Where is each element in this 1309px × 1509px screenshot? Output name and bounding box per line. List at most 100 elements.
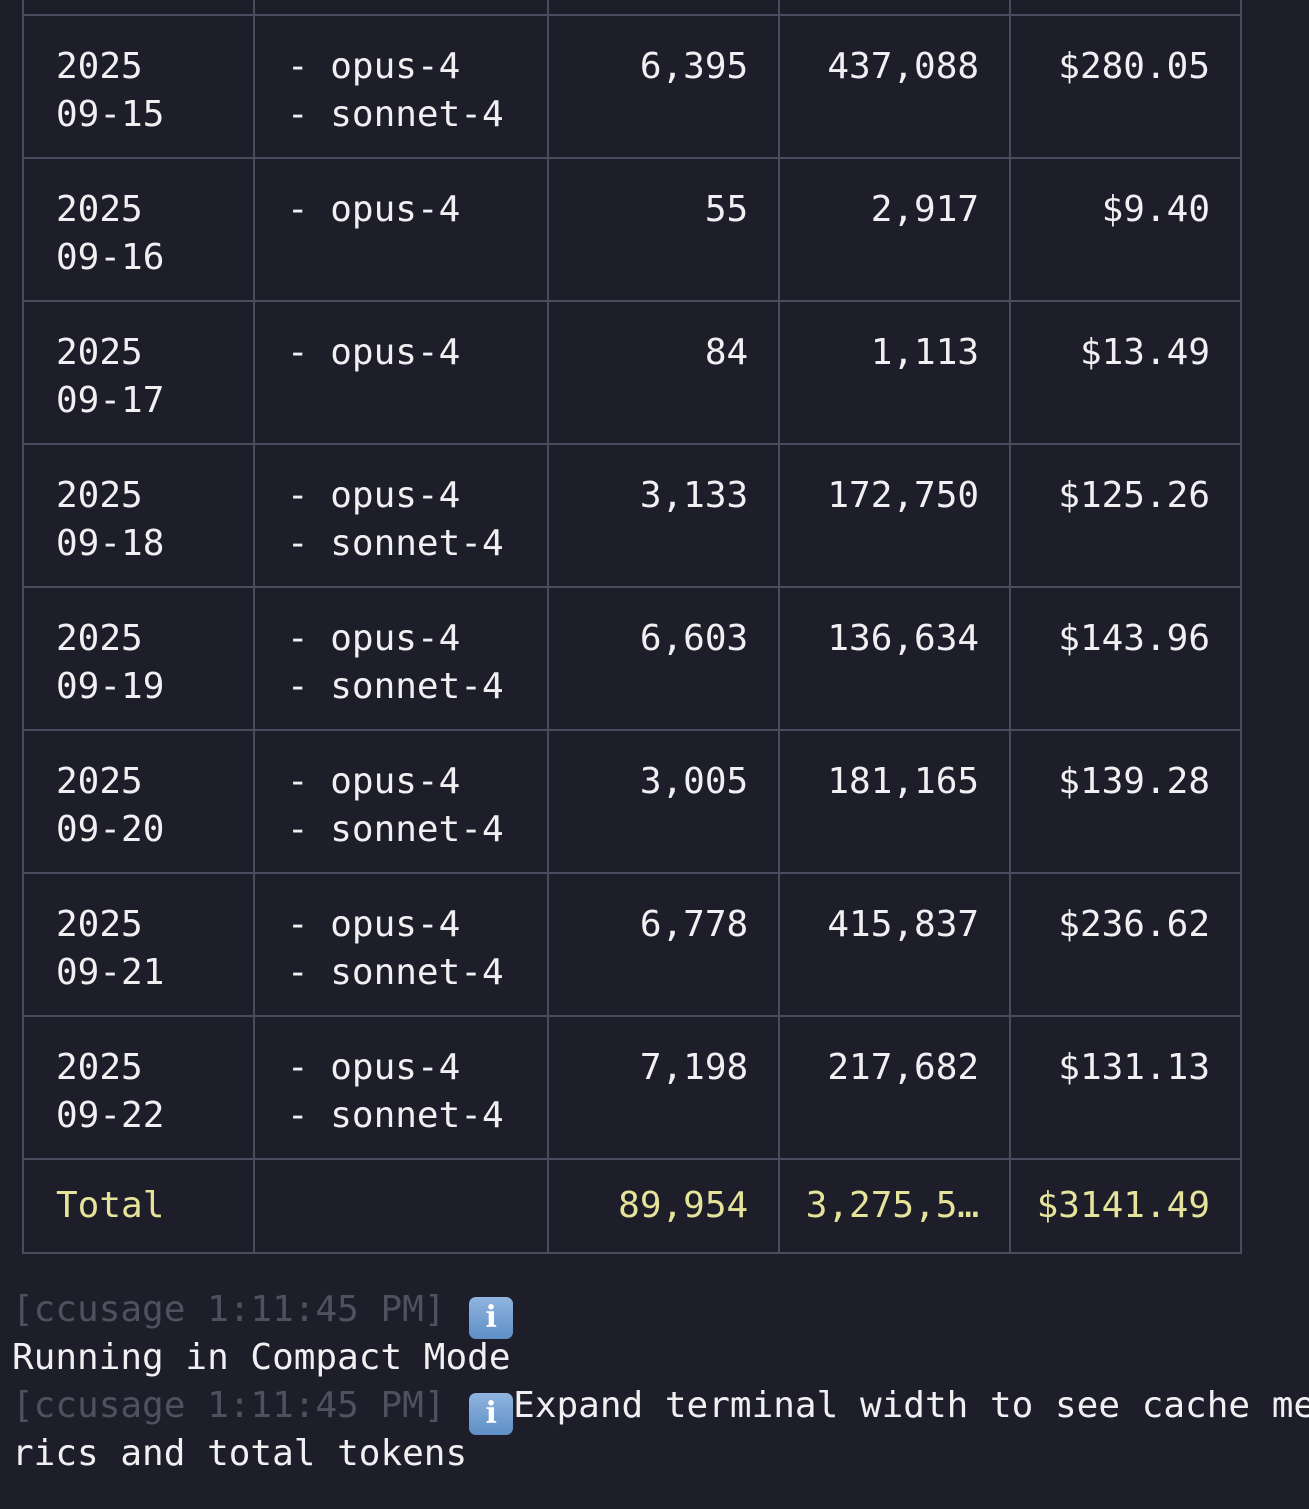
models-cell: - opus-4 - sonnet-4	[252, 1015, 550, 1160]
input-tokens: 55	[704, 189, 749, 230]
input-tokens: 6,603	[639, 618, 749, 659]
usage-table-body: 2025 09-15 - opus-4 - sonnet-4 6,395 437,088 $…	[22, 0, 1242, 1254]
input-tokens-cell: 6,395	[547, 14, 781, 159]
cost-cell: $131.13	[1009, 1015, 1242, 1160]
table-row: 2025 09-20 - opus-4 - sonnet-4 3,005 181,165 $…	[22, 729, 1242, 874]
date-year: 2025	[56, 618, 143, 659]
model-name: - sonnet-4	[286, 952, 504, 993]
output-tokens: 172,750	[827, 475, 980, 516]
model-name: - sonnet-4	[286, 809, 504, 850]
date-day: 09-22	[56, 1095, 165, 1136]
date-cell: 2025 09-16	[22, 157, 255, 302]
total-input-tokens: 89,954	[618, 1185, 749, 1226]
models-cell: - opus-4 - sonnet-4	[252, 14, 550, 159]
input-tokens-cell: 84	[547, 300, 781, 445]
log-output: [ccusage 1:11:45 PM] i Running in Compac…	[12, 1286, 1309, 1478]
usage-table: 2025 09-15 - opus-4 - sonnet-4 6,395 437,088 $…	[22, 0, 1242, 1254]
log-line-4: rics and total tokens	[12, 1433, 468, 1474]
table-row: 2025 09-15 - opus-4 - sonnet-4 6,395 437,088 $…	[22, 14, 1242, 159]
date-day: 09-20	[56, 809, 165, 850]
input-tokens-cell: 7,198	[547, 1015, 781, 1160]
models-cell: - opus-4	[252, 300, 550, 445]
date-cell: 2025 09-17	[22, 300, 255, 445]
model-name: - opus-4	[286, 475, 461, 516]
input-tokens: 3,133	[639, 475, 749, 516]
date-cell: 2025 09-15	[22, 14, 255, 159]
input-tokens-cell: 55	[547, 157, 781, 302]
date-day: 09-17	[56, 380, 165, 421]
log-line-2: Running in Compact Mode	[12, 1337, 511, 1378]
cost-cell: $236.62	[1009, 872, 1242, 1017]
total-label: Total	[56, 1185, 165, 1226]
date-cell: 2025 09-19	[22, 586, 255, 731]
model-name: - sonnet-4	[286, 94, 504, 135]
output-tokens: 415,837	[827, 904, 980, 945]
date-day: 09-19	[56, 666, 165, 707]
output-tokens-cell: 415,837	[778, 872, 1012, 1017]
model-name: - opus-4	[286, 618, 461, 659]
date-year: 2025	[56, 761, 143, 802]
total-row: Total 89,954 3,275,5… $3141.49	[22, 1158, 1242, 1254]
table-row: 2025 09-17 - opus-4 84 1,113 $13.49	[22, 300, 1242, 445]
output-tokens: 217,682	[827, 1047, 980, 1088]
output-tokens-cell: 172,750	[778, 443, 1012, 588]
cost-value: $13.49	[1079, 332, 1210, 373]
log-line-3: [ccusage 1:11:45 PM] i Expand terminal wi…	[12, 1382, 1309, 1435]
total-output-tokens: 3,275,5…	[805, 1185, 980, 1226]
output-tokens-cell: 136,634	[778, 586, 1012, 731]
cost-value: $9.40	[1101, 189, 1210, 230]
total-input-cell: 89,954	[547, 1158, 781, 1254]
models-cell: - opus-4	[252, 157, 550, 302]
cost-value: $139.28	[1058, 761, 1210, 802]
input-tokens: 84	[704, 332, 749, 373]
date-cell: 2025 09-18	[22, 443, 255, 588]
model-name: - opus-4	[286, 1047, 461, 1088]
input-tokens: 7,198	[639, 1047, 749, 1088]
cost-value: $236.62	[1058, 904, 1210, 945]
table-top-edge	[22, 0, 1242, 16]
model-name: - sonnet-4	[286, 523, 504, 564]
output-tokens: 181,165	[827, 761, 980, 802]
input-tokens-cell: 6,603	[547, 586, 781, 731]
input-tokens-cell: 6,778	[547, 872, 781, 1017]
total-cost: $3141.49	[1036, 1185, 1210, 1226]
table-row: 2025 09-18 - opus-4 - sonnet-4 3,133 172,750 $…	[22, 443, 1242, 588]
date-year: 2025	[56, 332, 143, 373]
date-day: 09-15	[56, 94, 165, 135]
table-row: 2025 09-16 - opus-4 55 2,917 $9.40	[22, 157, 1242, 302]
info-icon: i	[469, 1297, 514, 1339]
table-row: 2025 09-22 - opus-4 - sonnet-4 7,198 217,682 $…	[22, 1015, 1242, 1160]
input-tokens-cell: 3,005	[547, 729, 781, 874]
models-cell: - opus-4 - sonnet-4	[252, 586, 550, 731]
output-tokens: 1,113	[870, 332, 980, 373]
total-output-cell: 3,275,5…	[778, 1158, 1012, 1254]
models-cell: - opus-4 - sonnet-4	[252, 729, 550, 874]
total-cost-cell: $3141.49	[1009, 1158, 1242, 1254]
cost-cell: $9.40	[1009, 157, 1242, 302]
input-tokens: 6,778	[639, 904, 749, 945]
model-name: - opus-4	[286, 189, 461, 230]
log-timestamp-prefix: [ccusage 1:11:45 PM]	[12, 1289, 468, 1330]
model-name: - opus-4	[286, 332, 461, 373]
date-cell: 2025 09-21	[22, 872, 255, 1017]
date-year: 2025	[56, 475, 143, 516]
output-tokens-cell: 181,165	[778, 729, 1012, 874]
date-day: 09-16	[56, 237, 165, 278]
date-cell: 2025 09-20	[22, 729, 255, 874]
date-year: 2025	[56, 904, 143, 945]
date-year: 2025	[56, 1047, 143, 1088]
log-timestamp-prefix: [ccusage 1:11:45 PM]	[12, 1385, 468, 1426]
model-name: - opus-4	[286, 761, 461, 802]
total-label-cell: Total	[22, 1158, 255, 1254]
date-day: 09-18	[56, 523, 165, 564]
models-cell: - opus-4 - sonnet-4	[252, 872, 550, 1017]
input-tokens: 3,005	[639, 761, 749, 802]
cost-cell: $125.26	[1009, 443, 1242, 588]
models-cell: - opus-4 - sonnet-4	[252, 443, 550, 588]
output-tokens-cell: 1,113	[778, 300, 1012, 445]
output-tokens: 2,917	[870, 189, 980, 230]
model-name: - sonnet-4	[286, 1095, 504, 1136]
cost-value: $143.96	[1058, 618, 1210, 659]
input-tokens-cell: 3,133	[547, 443, 781, 588]
log-message: Expand terminal width to see cache met	[513, 1385, 1309, 1426]
